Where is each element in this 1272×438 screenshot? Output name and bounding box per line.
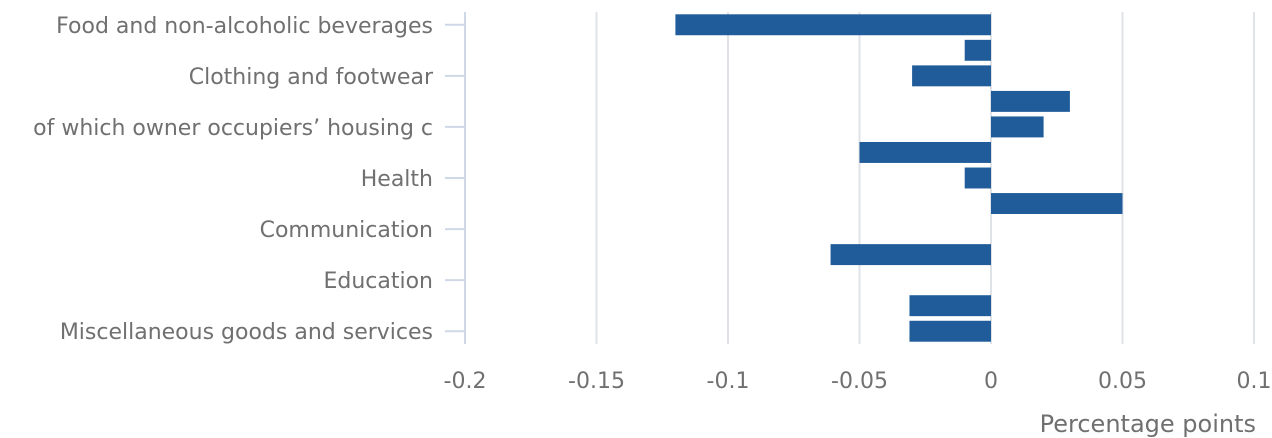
bar xyxy=(859,141,991,163)
y-tick-label: Education xyxy=(323,269,433,294)
bar xyxy=(991,90,1070,112)
y-tick-label: Communication xyxy=(260,218,433,243)
y-tick-label: Health xyxy=(361,167,433,192)
x-tick-label: 0.05 xyxy=(1098,369,1147,394)
x-axis-title: Percentage points xyxy=(1040,410,1256,438)
bar xyxy=(991,116,1044,138)
x-tick-label: 0.1 xyxy=(1237,369,1272,394)
bars xyxy=(675,14,1123,342)
x-axis: -0.2 -0.15 -0.1 -0.05 0 0.05 0.1 xyxy=(444,369,1272,394)
y-axis: Food and non-alcoholic beverages Clothing… xyxy=(33,12,466,345)
y-tick-label: Miscellaneous goods and services xyxy=(60,320,433,345)
y-tick-label: Food and non-alcoholic beverages xyxy=(56,14,433,39)
bar xyxy=(675,14,991,36)
x-tick-label: -0.2 xyxy=(444,369,487,394)
y-tick-label: Clothing and footwear xyxy=(189,65,434,90)
y-tick-label: of which owner occupiers’ housing c xyxy=(33,116,433,141)
bar xyxy=(912,65,991,87)
x-tick-label: -0.05 xyxy=(831,369,888,394)
bar xyxy=(964,39,991,61)
bar xyxy=(964,167,991,189)
x-tick-label: 0 xyxy=(984,369,998,394)
bar xyxy=(991,193,1123,215)
x-tick-label: -0.1 xyxy=(707,369,750,394)
gridlines xyxy=(464,12,1255,344)
x-tick-label: -0.15 xyxy=(568,369,625,394)
bar xyxy=(830,244,991,266)
bar xyxy=(909,295,991,317)
bar xyxy=(909,320,991,342)
